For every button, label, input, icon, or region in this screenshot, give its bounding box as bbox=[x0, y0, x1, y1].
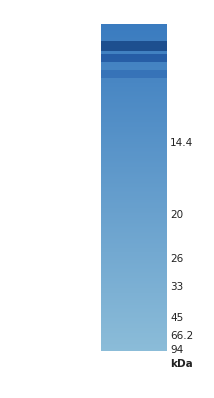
Text: 20: 20 bbox=[170, 210, 183, 220]
Text: 66.2: 66.2 bbox=[170, 331, 193, 341]
Text: 26: 26 bbox=[170, 254, 183, 264]
Text: 14.4: 14.4 bbox=[170, 138, 193, 148]
Text: 94: 94 bbox=[170, 345, 183, 355]
Text: kDa: kDa bbox=[170, 359, 193, 369]
Text: 45: 45 bbox=[170, 313, 183, 324]
Text: 33: 33 bbox=[170, 281, 183, 292]
